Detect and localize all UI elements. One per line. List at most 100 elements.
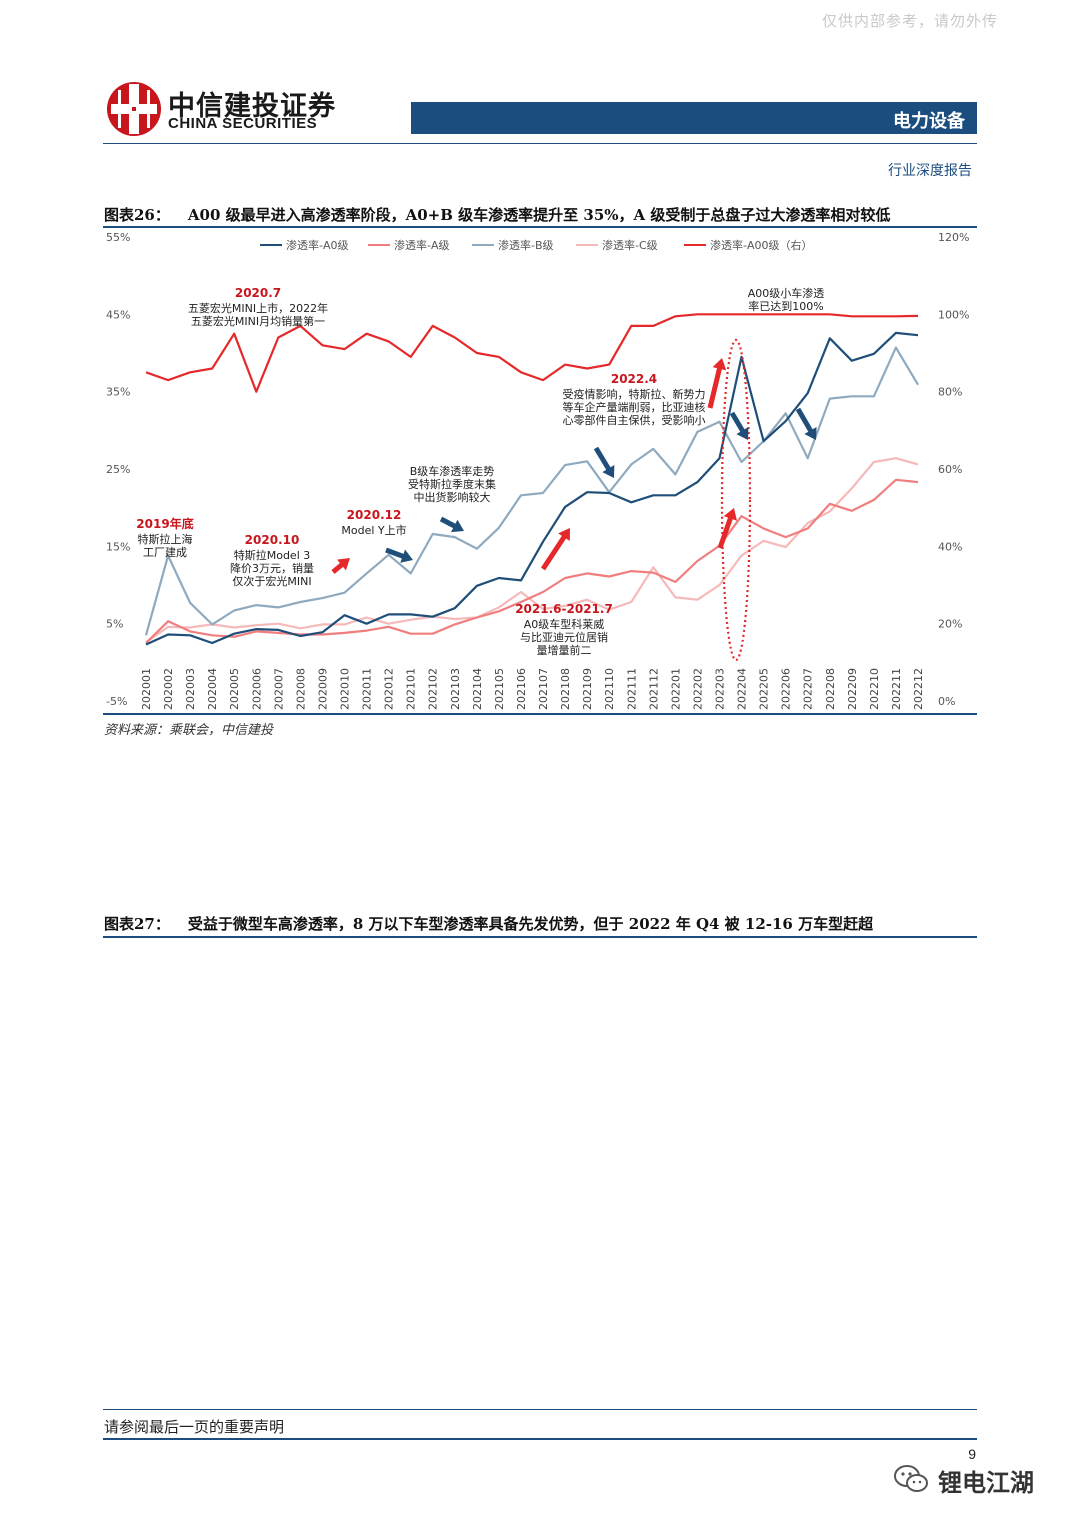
x-tick-label: 202108 [559, 668, 572, 710]
legend-label: 渗透率-A级 [394, 238, 450, 252]
trend-arrow [729, 411, 747, 436]
footer-rule-top [103, 1409, 977, 1410]
annotation-text: 降价3万元，销量 [230, 561, 314, 575]
annotation-text: 特斯拉Model 3 [234, 548, 311, 562]
trend-arrow-head [451, 519, 464, 533]
x-tick-label: 202005 [228, 668, 241, 710]
right-tick-label: 0% [938, 695, 955, 708]
sector-banner: 电力设备 [411, 102, 977, 134]
x-tick-label: 202107 [537, 668, 550, 710]
series-line-2 [145, 478, 919, 644]
legend-label: 渗透率-B级 [498, 238, 554, 252]
series-line-4 [145, 457, 919, 644]
legend-label: 渗透率-C级 [602, 238, 658, 252]
annotation-title: 2020.7 [235, 286, 281, 300]
right-tick-label: 100% [938, 308, 969, 321]
x-tick-label: 202111 [625, 668, 638, 710]
annotation-text: 仅次于宏光MINI [232, 574, 311, 588]
x-tick-label: 202110 [603, 668, 616, 710]
left-tick-label: 25% [106, 463, 130, 476]
right-tick-label: 40% [938, 540, 962, 553]
right-tick-label: 60% [938, 463, 962, 476]
series-line-1 [145, 331, 919, 646]
x-tick-label: 202104 [471, 668, 484, 710]
left-tick-label: -5% [106, 695, 127, 708]
annotation-text: 率已达到100% [748, 299, 823, 313]
annotation-text: 心零部件自主保供，受影响小 [563, 413, 706, 427]
trend-arrow [707, 364, 723, 409]
trend-arrow [795, 407, 815, 436]
annotation-text: 量增量前二 [537, 643, 592, 657]
figure26-title: 图表26： A00 级最早进入高渗透率阶段，A0+B 级车渗透率提升至 35%，A… [104, 204, 890, 225]
annotation-title: 2019年底 [136, 516, 193, 531]
x-tick-label: 202207 [802, 668, 815, 710]
annotation-text: 特斯拉上海 [138, 532, 193, 546]
report-type: 行业深度报告 [888, 163, 972, 179]
wechat-account-name: 锂电江湖 [938, 1469, 1034, 1497]
left-tick-label: 5% [106, 618, 123, 631]
trend-arrow-head [723, 508, 737, 521]
chart-overlay [331, 338, 817, 662]
figure27-number: 图表27： [104, 915, 170, 933]
annotation-text: A00级小车渗透 [748, 286, 825, 300]
x-tick-label: 202012 [383, 668, 396, 710]
highlight-ellipse [720, 338, 752, 662]
x-tick-label: 202006 [250, 668, 263, 710]
page-number: 9 [968, 1446, 976, 1462]
x-tick-label: 202103 [449, 668, 462, 710]
x-tick-label: 202003 [184, 668, 197, 710]
figure26-number: 图表26： [104, 206, 170, 224]
annotation-text: 五菱宏光MINI上市，2022年 [188, 301, 328, 315]
annotation-title: 2022.4 [611, 372, 657, 386]
x-tick-label: 202105 [493, 668, 506, 710]
trend-arrow-head [712, 358, 727, 371]
wechat-icon [894, 1465, 928, 1492]
trend-arrow-head [804, 426, 817, 440]
x-tick-label: 202202 [691, 668, 704, 710]
figure27-title: 图表27： 受益于微型车高渗透率，8 万以下车型渗透率具备先发优势，但于 2022… [104, 913, 873, 934]
x-tick-label: 202208 [824, 668, 837, 710]
disclaimer-note: 请参阅最后一页的重要声明 [104, 1418, 285, 1436]
x-tick-label: 202102 [427, 668, 440, 710]
figure26-bottom-rule [103, 713, 977, 715]
figure27-top-rule [103, 936, 977, 938]
watermark-text: 仅供内部参考，请勿外传 [821, 12, 998, 30]
right-tick-label: 120% [938, 231, 969, 244]
trend-arrow-head [337, 558, 350, 571]
x-tick-label: 202007 [272, 668, 285, 710]
trend-arrow [593, 446, 613, 474]
left-tick-label: 35% [106, 386, 130, 399]
left-tick-label: 55% [106, 231, 130, 244]
figure26-title-text: A00 级最早进入高渗透率阶段，A0+B 级车渗透率提升至 35%，A 级受制于… [187, 206, 891, 224]
x-tick-label: 202011 [361, 668, 374, 710]
x-tick-label: 202002 [162, 668, 175, 710]
x-tick-label: 202205 [758, 668, 771, 710]
company-logo [105, 80, 345, 140]
annotation-text: 与比亚迪元位居销 [520, 630, 608, 644]
annotation-text: 五菱宏光MINI月均销量第一 [191, 314, 325, 328]
footer-rule-bottom [103, 1438, 977, 1440]
x-tick-label: 202203 [713, 668, 726, 710]
company-logo-emblem-icon [107, 82, 161, 136]
x-tick-label: 202008 [294, 668, 307, 710]
trend-arrow-head [400, 549, 413, 563]
x-tick-label: 202004 [206, 668, 219, 710]
x-axis: 202001 202002 202003 202004 202005 202006 2020… [140, 668, 925, 710]
x-tick-label: 202009 [316, 668, 329, 710]
right-axis: 120% 100% 80% 60% 40% 20% 0% [938, 231, 969, 708]
right-tick-label: 20% [938, 618, 962, 631]
left-axis: 55% 45% 35% 25% 15% 5% -5% [106, 231, 130, 708]
legend-label: 渗透率-A00级（右） [710, 238, 813, 252]
annotation-title: 2021.6-2021.7 [515, 602, 613, 616]
trend-arrow-head [736, 426, 749, 440]
company-name-cn: 中信建投证券 [168, 91, 336, 122]
x-tick-label: 202206 [780, 668, 793, 710]
x-tick-label: 202209 [846, 668, 859, 710]
x-tick-label: 202106 [515, 668, 528, 710]
annotation-text: B级车渗透率走势 [410, 464, 495, 478]
annotation-text: 中出货影响较大 [414, 490, 491, 504]
right-tick-label: 80% [938, 386, 962, 399]
x-tick-label: 202010 [339, 668, 352, 710]
x-tick-label: 202204 [736, 668, 749, 710]
